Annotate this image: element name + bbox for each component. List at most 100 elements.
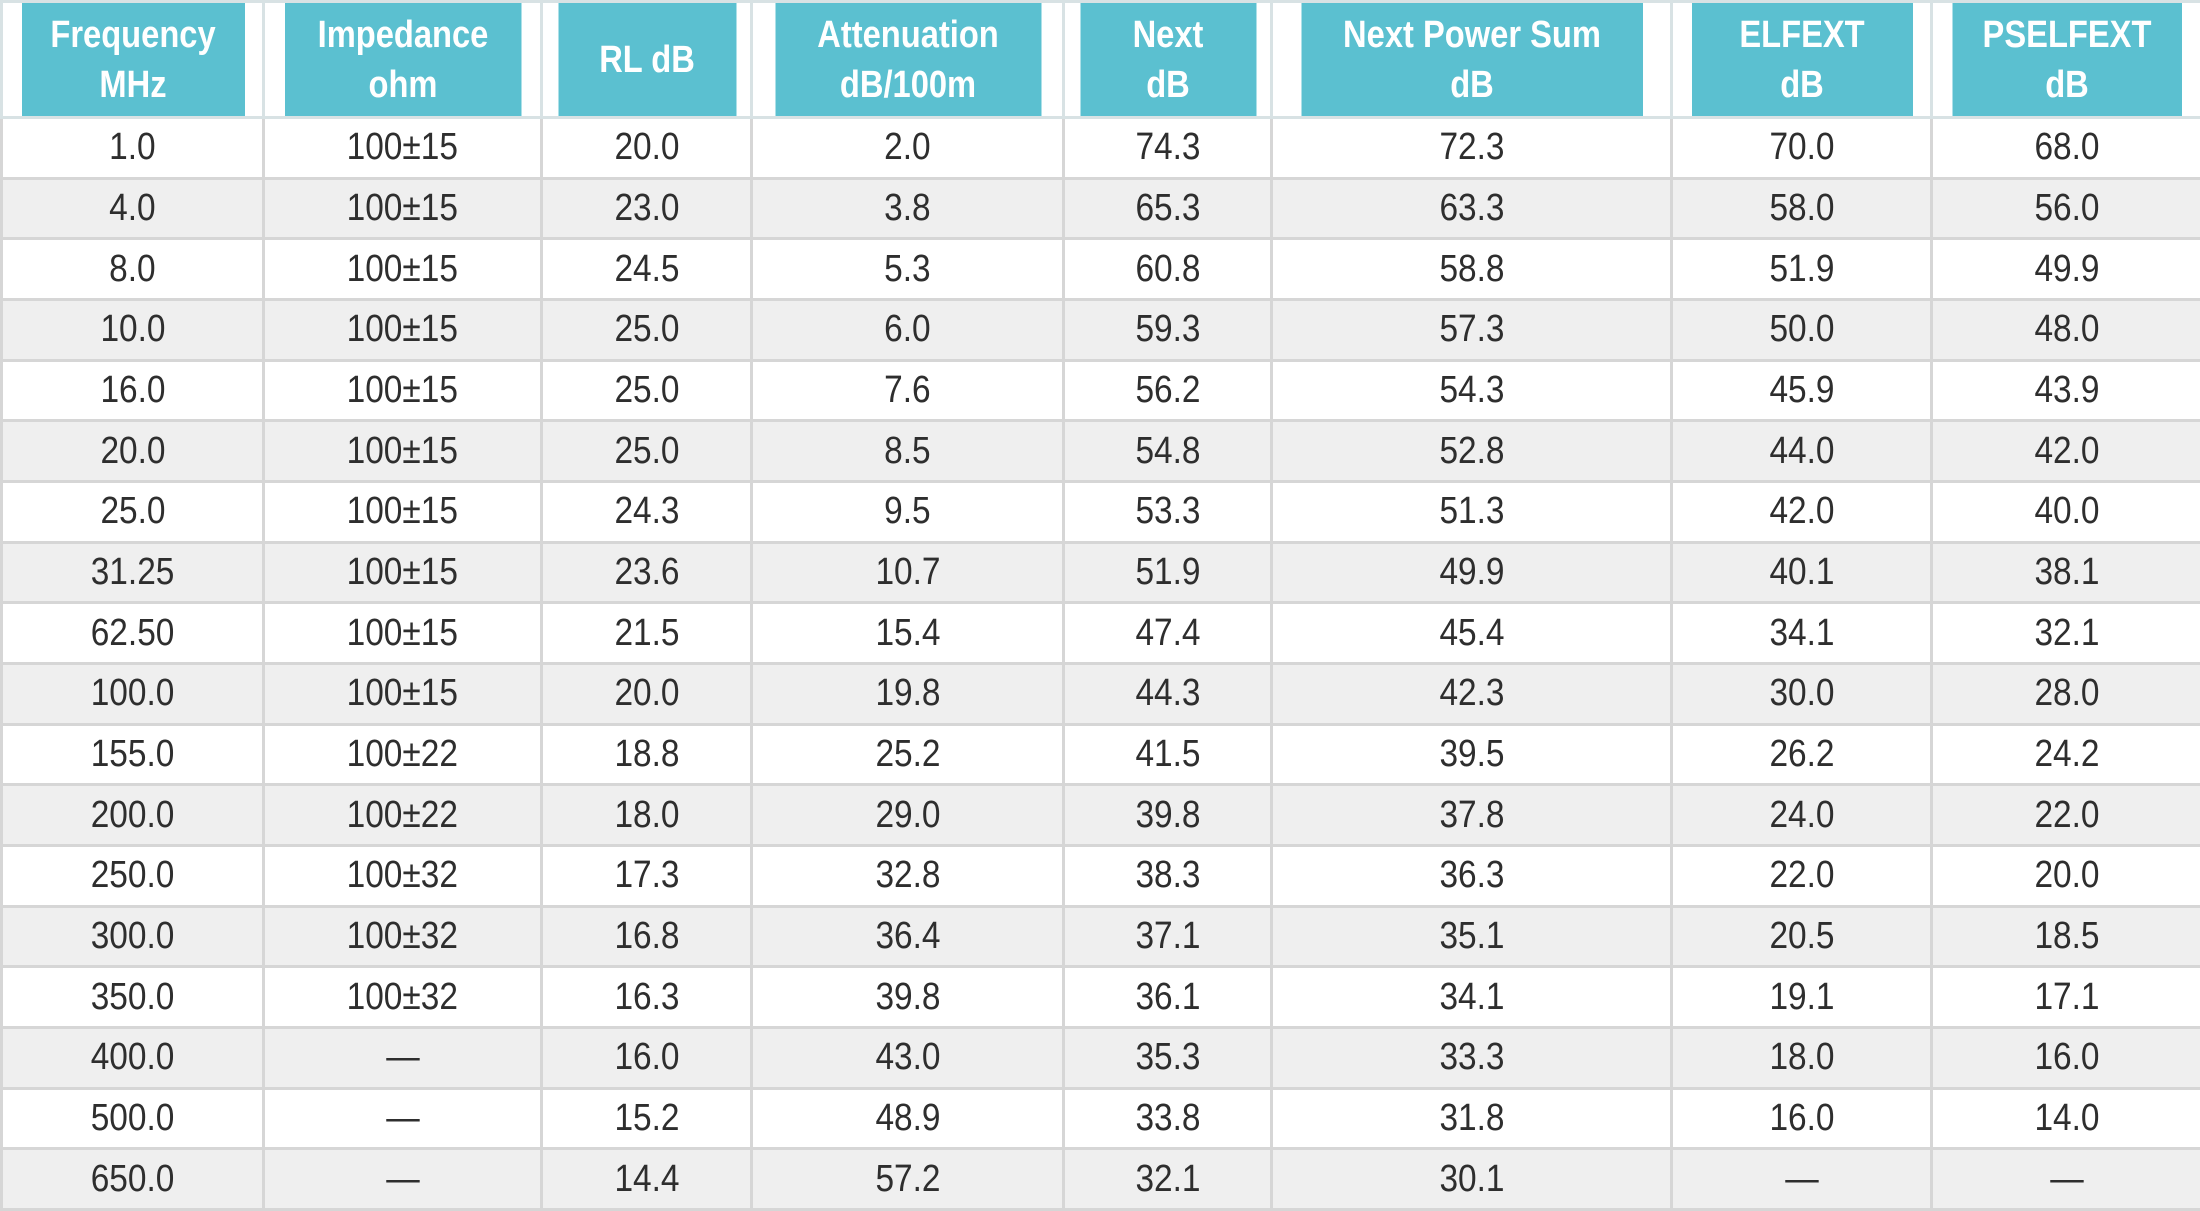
cell-next: 74.3 (1062, 116, 1273, 180)
cell-next-power-sum: 37.8 (1270, 783, 1673, 847)
cell-value: 25.0 (613, 368, 680, 411)
cell-frequency: 400.0 (0, 1025, 265, 1090)
cell-attenuation: 25.2 (750, 722, 1065, 787)
cell-next-power-sum: 36.3 (1270, 843, 1673, 908)
cell-value: 33.3 (1438, 1036, 1505, 1079)
cell-rl: 16.8 (540, 904, 753, 969)
cell-value: 16.0 (1768, 1096, 1835, 1139)
cell-value: 7.6 (884, 368, 931, 411)
cell-pselfext: 42.0 (1930, 419, 2200, 483)
cell-value: 21.5 (613, 611, 680, 654)
cell-value: 300.0 (90, 914, 175, 957)
cell-next-power-sum: 45.4 (1270, 601, 1673, 665)
cell-elfext: 58.0 (1670, 176, 1933, 241)
header-attenuation: Attenuation dB/100m (772, 0, 1043, 119)
cell-value: 38.1 (2033, 550, 2100, 593)
cell-value: 24.0 (1768, 793, 1835, 836)
cell-frequency: 62.50 (0, 601, 265, 665)
cell-value: 20.0 (2033, 854, 2100, 897)
cell-value: 24.5 (613, 247, 680, 290)
cell-elfext: 44.0 (1670, 419, 1933, 483)
cell-value: 56.2 (1134, 368, 1201, 411)
cell-value: 16.0 (2033, 1036, 2100, 1079)
cell-value: 26.2 (1768, 732, 1835, 775)
cell-value: 100±15 (346, 368, 459, 411)
cell-value: 20.0 (613, 126, 680, 169)
cell-frequency: 250.0 (0, 843, 265, 908)
cell-elfext: 18.0 (1670, 1025, 1933, 1090)
header-elfext: ELFEXT dB (1688, 0, 1915, 119)
cell-rl: 16.3 (540, 965, 753, 1029)
cell-value: 20.0 (99, 429, 166, 472)
cell-pselfext: 20.0 (1930, 843, 2200, 908)
cell-rl: 15.2 (540, 1086, 753, 1151)
cell-value: 17.3 (613, 854, 680, 897)
cell-value: 17.1 (2033, 975, 2100, 1018)
cell-next-power-sum: 42.3 (1270, 661, 1673, 726)
cell-rl: 16.0 (540, 1025, 753, 1090)
cell-value: 16.8 (613, 914, 680, 957)
cell-value: 155.0 (90, 732, 175, 775)
header-impedance: Impedance ohm (281, 0, 524, 119)
cell-value: 31.8 (1438, 1096, 1505, 1139)
header-pselfext: PSELFEXT dB (1949, 0, 2184, 119)
cell-frequency: 500.0 (0, 1086, 265, 1151)
table-row: 500.0 — 15.2 48.9 33.8 31.8 16.0 14.0 (0, 1086, 2200, 1151)
cell-next: 37.1 (1062, 904, 1273, 969)
cell-elfext: 22.0 (1670, 843, 1933, 908)
cell-next-power-sum: 58.8 (1270, 237, 1673, 301)
cell-next-power-sum: 30.1 (1270, 1147, 1673, 1211)
cell-impedance: 100±32 (262, 904, 543, 969)
cell-value: 100±15 (346, 186, 459, 229)
cell-pselfext: 24.2 (1930, 722, 2200, 787)
cell-value: 22.0 (1768, 854, 1835, 897)
cell-value: 100±22 (346, 793, 459, 836)
cell-attenuation: 3.8 (750, 176, 1065, 241)
cell-value: 25.0 (99, 490, 166, 533)
cell-next: 44.3 (1062, 661, 1273, 726)
cell-value: — (2049, 1157, 2084, 1200)
cell-impedance: 100±15 (262, 419, 543, 483)
cell-value: 20.5 (1768, 914, 1835, 957)
cell-value: 50.0 (1768, 308, 1835, 351)
cell-frequency: 350.0 (0, 965, 265, 1029)
cell-next: 32.1 (1062, 1147, 1273, 1211)
cell-frequency: 8.0 (0, 237, 265, 301)
cell-value: 47.4 (1134, 611, 1201, 654)
cell-value: — (385, 1096, 420, 1139)
cell-value: 30.1 (1438, 1157, 1505, 1200)
cell-value: 2.0 (884, 126, 931, 169)
table-row: 16.0 100±15 25.0 7.6 56.2 54.3 45.9 43.9 (0, 358, 2200, 423)
cell-value: 34.1 (1768, 611, 1835, 654)
cell-value: 100±22 (346, 732, 459, 775)
cell-value: 43.0 (874, 1036, 941, 1079)
cell-value: 63.3 (1438, 186, 1505, 229)
cell-next: 36.1 (1062, 965, 1273, 1029)
cell-value: 53.3 (1134, 490, 1201, 533)
cell-value: 23.6 (613, 550, 680, 593)
header-row: Frequency MHz Impedance ohm RL dB Attenuat… (2, 0, 2200, 119)
cell-value: 59.3 (1134, 308, 1201, 351)
cell-frequency: 1.0 (0, 116, 265, 180)
header-rl: RL dB (554, 0, 739, 119)
cell-attenuation: 8.5 (750, 419, 1065, 483)
cell-pselfext: 49.9 (1930, 237, 2200, 301)
cell-next: 39.8 (1062, 783, 1273, 847)
cell-attenuation: 29.0 (750, 783, 1065, 847)
cell-value: 42.0 (1768, 490, 1835, 533)
cell-next-power-sum: 33.3 (1270, 1025, 1673, 1090)
table-row: 10.0 100±15 25.0 6.0 59.3 57.3 50.0 48.0 (0, 297, 2200, 362)
cell-value: 45.4 (1438, 611, 1505, 654)
cell-value: — (1784, 1157, 1819, 1200)
cell-impedance: 100±15 (262, 176, 543, 241)
cell-elfext: 20.5 (1670, 904, 1933, 969)
cell-attenuation: 39.8 (750, 965, 1065, 1029)
cell-attenuation: 5.3 (750, 237, 1065, 301)
cell-attenuation: 15.4 (750, 601, 1065, 665)
cell-attenuation: 6.0 (750, 297, 1065, 362)
cell-value: 1.0 (109, 126, 156, 169)
cell-rl: 17.3 (540, 843, 753, 908)
cell-value: 18.5 (2033, 914, 2100, 957)
cell-attenuation: 7.6 (750, 358, 1065, 423)
cell-value: 39.5 (1438, 732, 1505, 775)
